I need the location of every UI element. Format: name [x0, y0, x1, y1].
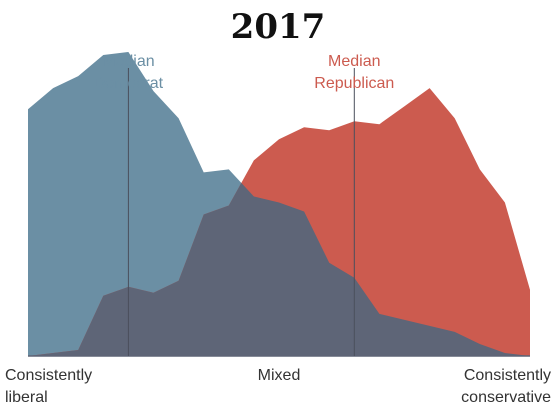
x-tick-label: Consistently — [464, 367, 551, 384]
median-democrat-label: Median — [102, 53, 154, 70]
x-tick-label: conservative — [461, 389, 551, 406]
x-tick-labels: Consistently liberal Mixed Consistently cons… — [5, 367, 551, 406]
median-republican-label: Median — [328, 53, 380, 70]
medians-group: Median Democrat Median Republican — [94, 53, 394, 356]
areas-group — [28, 52, 530, 357]
x-tick-label: liberal — [5, 389, 48, 406]
median-democrat-label: Democrat — [94, 75, 164, 92]
median-republican-label: Republican — [314, 75, 394, 92]
chart-title: 2017 — [231, 7, 326, 47]
x-tick-label: Mixed — [258, 367, 301, 384]
x-tick-label: Consistently — [5, 367, 92, 384]
